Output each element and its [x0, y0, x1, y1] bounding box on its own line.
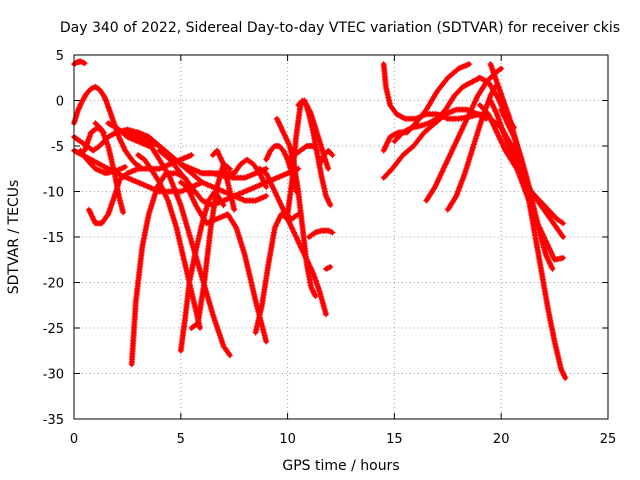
series-track-29 — [284, 143, 321, 163]
series-track-21 — [209, 147, 238, 213]
chart-grid — [74, 55, 608, 419]
x-tick-label: 20 — [493, 432, 510, 447]
y-tick-label: 5 — [56, 49, 64, 64]
x-tick-label: 25 — [600, 432, 617, 447]
series-trail — [103, 98, 143, 169]
y-axis-label: SDTVAR / TECUs — [6, 180, 22, 295]
series-trail — [106, 121, 151, 149]
series-trail — [253, 166, 301, 221]
series-track-23 — [252, 211, 329, 336]
series-trail — [323, 264, 333, 271]
y-tick-label: -15 — [43, 231, 64, 246]
series-track-38 — [423, 65, 505, 204]
series-track-10 — [105, 120, 152, 149]
series-trail — [178, 180, 269, 344]
series-track-44 — [498, 106, 556, 272]
series-trail — [157, 148, 301, 208]
y-tick-label: 0 — [56, 95, 64, 110]
series-trail — [131, 134, 232, 358]
series-trail — [435, 75, 517, 130]
x-tick-label: 15 — [386, 432, 403, 447]
chart-title: Day 340 of 2022, Sidereal Day-to-day VTE… — [60, 20, 620, 36]
series-trail — [86, 180, 122, 226]
y-tick-label: -5 — [51, 140, 64, 155]
y-tick-label: -25 — [43, 322, 64, 337]
series-trail — [232, 157, 269, 190]
series-track-08 — [86, 179, 122, 227]
y-tick-label: -35 — [43, 413, 64, 428]
series-trail — [71, 59, 87, 67]
series-trail — [499, 107, 555, 271]
series-trail — [210, 148, 237, 212]
x-axis-label: GPS time / hours — [282, 458, 399, 474]
x-tick-label: 10 — [279, 432, 296, 447]
series-trail — [274, 116, 318, 299]
series-trail — [71, 84, 109, 126]
series-trail — [253, 212, 329, 335]
series-trail — [306, 228, 335, 240]
series-trail — [78, 148, 128, 176]
series-track-31 — [316, 147, 336, 168]
series-track-39 — [444, 83, 498, 213]
series-track-32 — [323, 264, 334, 272]
data-series-layer — [71, 58, 569, 382]
series-track-26 — [273, 115, 319, 300]
series-trail — [381, 61, 472, 153]
y-tick-label: -20 — [43, 277, 64, 292]
axis-ticks — [73, 54, 609, 420]
y-tick-label: -30 — [43, 368, 64, 383]
x-tick-label: 5 — [177, 432, 185, 447]
axis-tick-labels: 0 5 10 15 20 25 -35 -30 -25 -20 -15 -10 -5 0 5 — [43, 49, 617, 447]
series-trail — [93, 121, 126, 215]
series-trail — [317, 148, 335, 167]
series-trail — [509, 143, 566, 240]
series-trail — [488, 98, 566, 262]
x-tick-label: 0 — [70, 432, 78, 447]
series-trail — [285, 143, 320, 162]
series-trail — [424, 66, 504, 203]
series-trail — [445, 84, 497, 212]
y-tick-label: -10 — [43, 186, 64, 201]
series-track-30 — [306, 227, 336, 240]
